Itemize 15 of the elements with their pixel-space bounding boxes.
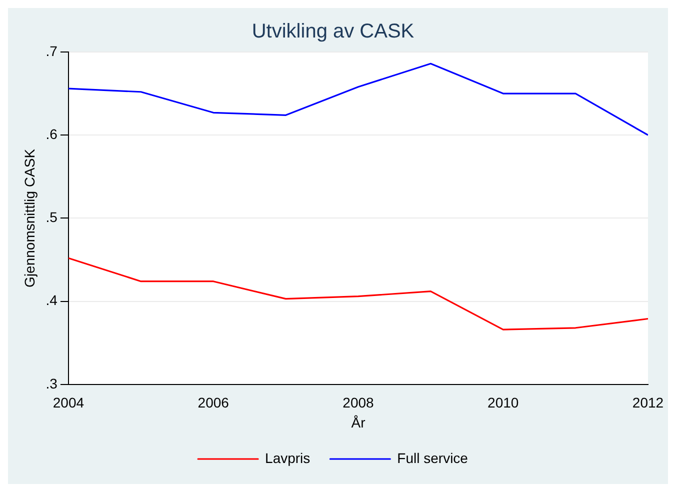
y-tick-label: .7: [46, 42, 58, 59]
legend-label: Lavpris: [265, 450, 310, 466]
y-tick-label: .6: [46, 126, 58, 142]
x-axis-title: År: [351, 414, 366, 430]
y-axis-title: Gjennomsnittlig CASK: [21, 148, 38, 288]
x-tick-label: 2010: [488, 394, 519, 411]
y-tick-label: .5: [46, 209, 58, 226]
x-tick-label: 2008: [342, 394, 374, 411]
chart-title: Utvikling av CASK: [252, 20, 415, 43]
x-tick-label: 2004: [52, 394, 84, 411]
legend-label: Full service: [397, 450, 468, 466]
y-tick-label: .4: [46, 292, 58, 308]
x-tick-label: 2012: [632, 394, 664, 411]
x-tick-label: 2006: [198, 394, 230, 411]
y-tick-label: .3: [46, 375, 58, 392]
